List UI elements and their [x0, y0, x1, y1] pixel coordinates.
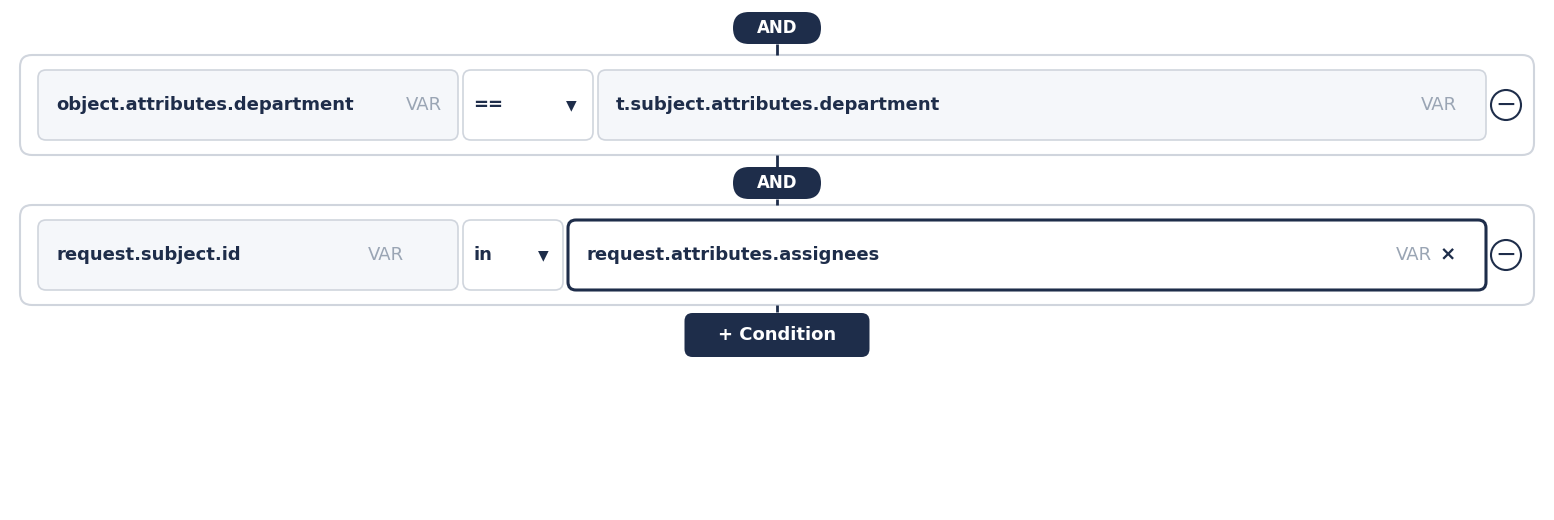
FancyBboxPatch shape: [37, 220, 458, 290]
Text: −: −: [1495, 243, 1517, 267]
FancyBboxPatch shape: [20, 55, 1534, 155]
Text: −: −: [1495, 93, 1517, 117]
Text: VAR: VAR: [1395, 246, 1433, 264]
FancyBboxPatch shape: [598, 70, 1486, 140]
Text: ▼: ▼: [566, 98, 577, 112]
Text: AND: AND: [757, 174, 797, 192]
Text: ==: ==: [472, 96, 503, 114]
Text: AND: AND: [757, 19, 797, 37]
FancyBboxPatch shape: [733, 12, 821, 44]
Circle shape: [1490, 90, 1521, 120]
Text: ▼: ▼: [538, 248, 549, 262]
Circle shape: [1490, 240, 1521, 270]
Text: VAR: VAR: [406, 96, 443, 114]
FancyBboxPatch shape: [20, 205, 1534, 305]
Text: + Condition: + Condition: [718, 326, 836, 344]
FancyBboxPatch shape: [569, 220, 1486, 290]
Text: t.subject.attributes.department: t.subject.attributes.department: [615, 96, 940, 114]
Text: in: in: [474, 246, 493, 264]
Text: request.subject.id: request.subject.id: [56, 246, 241, 264]
FancyBboxPatch shape: [684, 313, 870, 357]
Text: VAR: VAR: [368, 246, 404, 264]
FancyBboxPatch shape: [463, 70, 594, 140]
FancyBboxPatch shape: [37, 70, 458, 140]
Text: ×: ×: [1441, 245, 1456, 265]
FancyBboxPatch shape: [733, 167, 821, 199]
Text: request.attributes.assignees: request.attributes.assignees: [586, 246, 880, 264]
Text: VAR: VAR: [1420, 96, 1458, 114]
Text: object.attributes.department: object.attributes.department: [56, 96, 354, 114]
FancyBboxPatch shape: [463, 220, 563, 290]
